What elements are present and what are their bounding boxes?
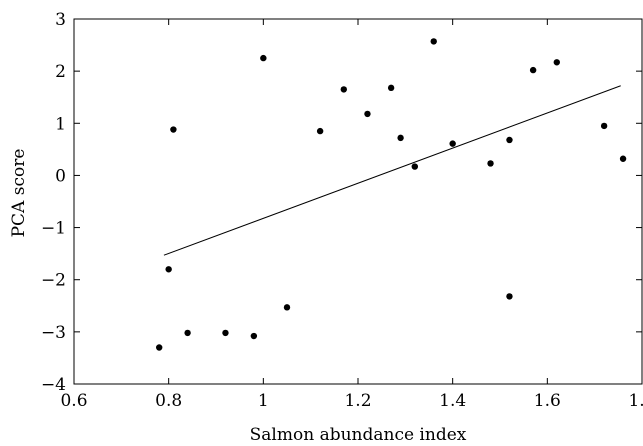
data-point (170, 126, 177, 133)
data-point (316, 127, 324, 135)
data-point (619, 155, 627, 162)
x-tick-label: 0.8 (155, 391, 182, 411)
data-point (156, 344, 163, 351)
data-point (222, 329, 229, 337)
x-axis-title: Salmon abundance index (250, 425, 467, 445)
data-point (449, 140, 456, 147)
data-point (283, 304, 291, 311)
data-point (387, 84, 395, 92)
y-tick-label: 1 (55, 114, 66, 134)
y-tick-label: 2 (55, 62, 66, 82)
data-marks (156, 38, 627, 351)
data-point (430, 38, 437, 45)
y-tick-label: −2 (41, 271, 66, 291)
x-tick-label: 1 (258, 391, 269, 411)
plot-frame (73, 18, 643, 385)
y-axis-title-group: PCA score (9, 149, 29, 238)
y-tick-label: 0 (55, 166, 66, 186)
x-tick-label: 1.2 (344, 391, 371, 411)
data-point (506, 293, 513, 300)
data-point (340, 86, 347, 93)
data-point (600, 122, 608, 130)
y-axis-title: PCA score (9, 149, 29, 238)
x-tick-label: 0.6 (60, 391, 87, 411)
data-point (260, 54, 267, 62)
data-point (184, 329, 191, 337)
trend-line (163, 85, 621, 256)
data-point (364, 110, 371, 118)
data-point (397, 134, 404, 142)
data-point (506, 136, 513, 144)
x-tick-label: 1.4 (439, 391, 466, 411)
y-tick-label: 3 (55, 10, 66, 30)
y-tick-label: −4 (41, 375, 66, 395)
data-point (487, 160, 494, 167)
data-point (411, 163, 418, 170)
data-point (165, 266, 172, 273)
x-tick-label: 1.6 (534, 391, 561, 411)
data-point (553, 59, 560, 66)
data-point (529, 66, 537, 74)
data-point (250, 332, 258, 340)
axis-ticks: 0.6 0.8 1 1.2 1.4 1.6 1.8 −4 −3 −2 −1 0 1 2 3 (41, 10, 643, 411)
y-tick-label: −3 (41, 323, 66, 343)
y-tick-label: −1 (41, 219, 66, 239)
x-tick-label: 1.8 (628, 391, 643, 411)
